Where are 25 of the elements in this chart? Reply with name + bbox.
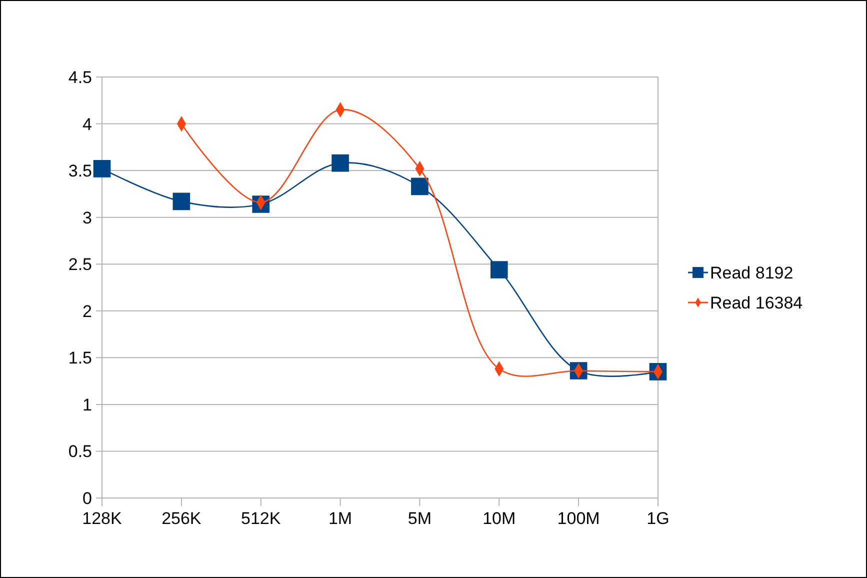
point xyxy=(411,178,428,196)
x-tick-label: 1G xyxy=(646,509,670,528)
x-tick-label: 10M xyxy=(482,509,516,528)
y-tick-label: 2.5 xyxy=(68,255,92,274)
x-tick-label: 1M xyxy=(328,509,352,528)
y-tick-label: 2 xyxy=(82,302,92,321)
x-tick-label: 100M xyxy=(557,509,600,528)
y-tick-label: 3.5 xyxy=(68,162,92,181)
point xyxy=(93,160,111,178)
y-tick-label: 1 xyxy=(82,395,92,414)
y-tick-label: 1.5 xyxy=(68,348,92,368)
legend-label: Read 8192 xyxy=(710,264,794,282)
point xyxy=(172,192,190,210)
y-tick-label: 0 xyxy=(82,489,92,508)
y-tick-label: 3 xyxy=(82,208,92,228)
y-tick-label: 0.5 xyxy=(68,442,92,462)
legend-label: Read 16384 xyxy=(710,294,803,312)
point xyxy=(332,154,349,172)
point xyxy=(490,261,508,278)
x-tick-label: 5M xyxy=(408,509,432,528)
x-tick-label: 512K xyxy=(241,509,282,528)
y-tick-label: 4 xyxy=(82,114,92,134)
y-tick-label: 4.5 xyxy=(68,68,92,87)
x-tick-label: 256K xyxy=(162,509,202,528)
x-tick-label: 128K xyxy=(82,509,123,528)
